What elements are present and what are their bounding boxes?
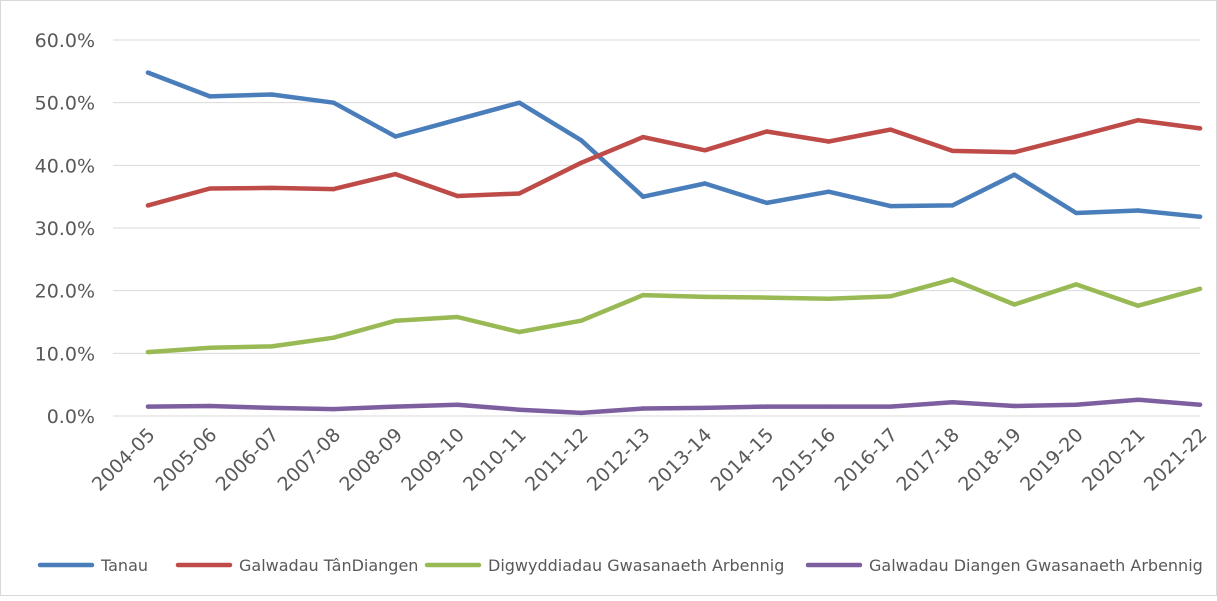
y-tick-label: 20.0% <box>35 281 95 303</box>
data-point <box>1012 149 1017 155</box>
data-point <box>888 203 893 209</box>
data-point <box>455 402 460 407</box>
data-point <box>393 171 398 177</box>
y-tick-label: 0.0% <box>47 406 95 428</box>
legend: Tanau Galwadau TânDiangen Digwyddiadau Gwa… <box>37 556 1203 575</box>
data-point <box>1074 210 1079 216</box>
data-point <box>1012 172 1017 177</box>
data-point <box>517 191 522 196</box>
data-point <box>1197 214 1203 219</box>
data-point <box>888 127 893 132</box>
data-point <box>1197 126 1203 131</box>
data-point <box>331 335 336 340</box>
data-point <box>950 277 955 282</box>
data-point <box>517 100 522 105</box>
data-point <box>269 405 274 411</box>
data-point <box>207 345 213 350</box>
data-point <box>764 200 770 206</box>
series-line-4 <box>145 397 1203 416</box>
data-point <box>455 314 460 320</box>
data-point <box>331 100 336 105</box>
data-point <box>331 186 336 192</box>
data-point <box>1197 402 1203 407</box>
y-tick-label: 50.0% <box>35 93 95 115</box>
data-point <box>145 404 151 409</box>
data-point <box>1197 286 1203 291</box>
y-tick-label: 40.0% <box>35 155 95 177</box>
series-lines <box>145 70 1203 416</box>
data-point <box>145 349 151 355</box>
y-tick-label: 30.0% <box>35 218 95 240</box>
data-point <box>145 70 151 75</box>
data-point <box>269 344 274 349</box>
data-point <box>1074 402 1079 407</box>
data-point <box>578 138 584 143</box>
data-point <box>207 186 213 191</box>
data-point <box>578 410 584 416</box>
legend-label: Galwadau Diangen Gwasanaeth Arbennig <box>869 556 1203 575</box>
data-point <box>1012 403 1017 409</box>
data-point <box>1074 282 1079 287</box>
data-point <box>764 129 770 134</box>
data-point <box>1012 302 1017 307</box>
data-point <box>207 94 213 99</box>
data-point <box>764 295 770 300</box>
data-point <box>702 181 708 186</box>
data-point <box>393 404 398 409</box>
data-point <box>950 400 955 405</box>
data-point <box>517 329 522 335</box>
data-point <box>640 292 646 298</box>
series-line-3 <box>145 277 1203 355</box>
y-axis-tick-labels: 0.0% 10.0% 20.0% 30.0% 40.0% 50.0% 60.0% <box>35 30 95 428</box>
data-point <box>145 203 151 208</box>
data-point <box>1135 118 1141 123</box>
data-point <box>1135 397 1141 402</box>
data-point <box>331 406 336 412</box>
data-point <box>269 185 274 191</box>
data-point <box>826 189 831 194</box>
data-point <box>578 160 584 166</box>
data-point <box>1135 303 1141 308</box>
series-line-1 <box>145 70 1203 219</box>
data-point <box>702 148 708 153</box>
data-point <box>702 405 708 411</box>
data-point <box>1074 134 1079 139</box>
data-point <box>888 294 893 299</box>
data-point <box>455 193 460 199</box>
data-point <box>393 134 398 139</box>
data-point <box>1135 208 1141 213</box>
data-point <box>455 117 460 122</box>
data-point <box>764 404 770 409</box>
data-point <box>269 92 274 97</box>
data-point <box>826 404 831 409</box>
data-point <box>640 406 646 411</box>
data-point <box>578 318 584 323</box>
data-point <box>950 203 955 208</box>
data-point <box>826 296 831 302</box>
series-line-2 <box>145 117 1203 208</box>
legend-label: Galwadau TânDiangen <box>239 556 418 575</box>
y-tick-label: 10.0% <box>35 343 95 365</box>
legend-label: Tanau <box>100 556 148 575</box>
data-point <box>393 318 398 323</box>
data-point <box>826 139 831 144</box>
data-point <box>640 194 646 199</box>
data-point <box>888 404 893 409</box>
gridlines <box>113 39 1200 417</box>
data-point <box>517 407 522 412</box>
data-point <box>702 294 708 300</box>
y-tick-label: 60.0% <box>35 30 95 52</box>
data-point <box>207 403 213 409</box>
data-point <box>640 134 646 140</box>
legend-label: Digwyddiadau Gwasanaeth Arbennig <box>488 556 784 575</box>
data-point <box>950 148 955 154</box>
